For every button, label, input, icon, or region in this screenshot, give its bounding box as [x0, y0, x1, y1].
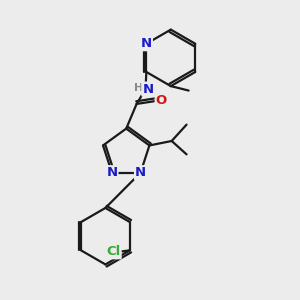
Text: N: N: [142, 82, 154, 96]
Text: Cl: Cl: [106, 245, 121, 258]
Text: O: O: [156, 94, 167, 107]
Text: H: H: [134, 83, 144, 94]
Text: N: N: [141, 37, 152, 50]
Text: N: N: [106, 166, 118, 179]
Text: N: N: [135, 166, 146, 179]
